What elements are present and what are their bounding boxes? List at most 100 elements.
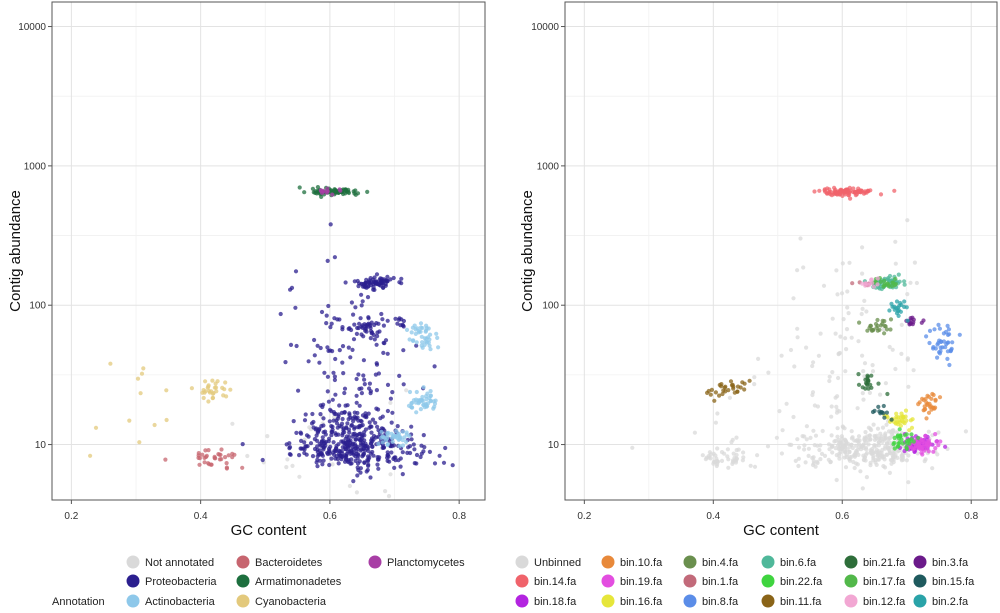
data-point	[815, 443, 820, 448]
data-point	[890, 347, 895, 352]
data-point	[926, 449, 931, 454]
data-point	[918, 444, 923, 449]
data-point	[856, 434, 862, 439]
data-point	[791, 414, 796, 420]
data-point	[400, 443, 406, 448]
data-point	[839, 440, 845, 445]
data-point	[203, 448, 208, 453]
data-point	[883, 436, 888, 441]
data-point	[843, 444, 848, 449]
data-point	[391, 275, 396, 281]
series-bin-2-fa	[887, 299, 910, 323]
data-point	[294, 430, 299, 435]
data-point	[337, 403, 342, 408]
data-point	[202, 460, 207, 465]
data-point	[385, 442, 390, 448]
data-point	[876, 404, 881, 409]
data-point	[358, 438, 363, 443]
legend-swatch	[515, 594, 529, 608]
data-point	[426, 326, 431, 331]
data-point	[860, 353, 865, 358]
legend-item: bin.21.fa	[844, 555, 906, 569]
data-point	[810, 455, 815, 461]
data-point	[365, 454, 371, 459]
legend-item: Not annotated	[126, 555, 214, 569]
data-point	[914, 280, 920, 286]
data-point	[836, 351, 842, 356]
data-point	[388, 472, 393, 477]
data-point	[400, 472, 405, 477]
x-tick-label: 0.4	[194, 511, 208, 522]
data-point	[418, 325, 423, 330]
data-point	[931, 392, 936, 398]
data-point	[810, 392, 815, 398]
data-point	[362, 382, 367, 387]
data-point	[379, 429, 384, 434]
data-point	[407, 389, 413, 395]
data-point	[341, 371, 346, 376]
data-point	[322, 370, 327, 375]
data-point	[933, 346, 938, 351]
data-point	[381, 350, 386, 355]
data-point	[717, 393, 722, 398]
x-tick-label: 0.8	[452, 511, 466, 522]
data-point	[830, 316, 835, 321]
data-point	[734, 456, 739, 461]
data-point	[825, 186, 830, 191]
legend-label: bin.11.fa	[780, 596, 822, 608]
data-point	[365, 189, 370, 194]
data-point	[333, 356, 338, 362]
data-point	[871, 422, 876, 427]
data-point	[395, 424, 400, 429]
data-point	[869, 328, 875, 333]
data-point	[329, 456, 334, 461]
legend-swatch	[126, 574, 140, 588]
data-point	[936, 430, 941, 435]
data-point	[894, 306, 899, 311]
data-point	[392, 465, 397, 470]
data-point	[206, 448, 211, 453]
data-point	[214, 389, 219, 394]
data-point	[352, 191, 357, 196]
data-point	[849, 335, 854, 340]
data-point	[318, 412, 323, 417]
legend-swatch	[761, 555, 775, 569]
data-point	[369, 329, 374, 334]
legend-item: bin.14.fa	[515, 574, 577, 588]
data-point	[943, 345, 948, 350]
data-point	[837, 451, 842, 456]
data-point	[201, 395, 206, 401]
legend-item: bin.8.fa	[683, 594, 739, 608]
data-point	[212, 454, 217, 459]
legend-label: bin.10.fa	[620, 557, 663, 569]
data-point	[829, 404, 834, 409]
data-point	[700, 453, 705, 458]
data-point	[865, 188, 871, 193]
data-point	[346, 326, 351, 331]
data-point	[288, 452, 293, 457]
data-point	[926, 410, 932, 415]
data-point	[418, 321, 424, 326]
data-point	[325, 258, 330, 263]
data-point	[868, 448, 873, 453]
data-point	[870, 363, 875, 368]
data-point	[748, 463, 753, 468]
data-point	[380, 440, 385, 445]
data-point	[424, 323, 429, 328]
legend-label: bin.21.fa	[863, 557, 906, 569]
data-point	[397, 373, 402, 378]
legend-swatch	[844, 574, 858, 588]
data-point	[840, 424, 845, 429]
data-point	[421, 433, 426, 438]
data-point	[389, 420, 394, 425]
data-point	[417, 397, 423, 403]
data-point	[327, 462, 332, 468]
data-point	[811, 360, 816, 365]
data-point	[409, 424, 414, 429]
data-point	[367, 386, 372, 391]
data-point	[893, 261, 898, 266]
data-point	[364, 444, 369, 449]
data-point	[878, 431, 883, 436]
data-point	[291, 419, 296, 424]
data-point	[747, 378, 752, 383]
